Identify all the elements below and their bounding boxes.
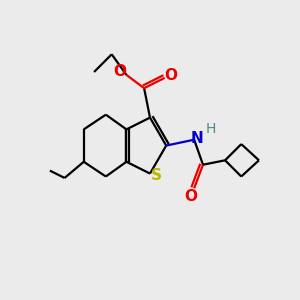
Text: N: N (191, 131, 203, 146)
Text: S: S (151, 168, 162, 183)
Text: O: O (113, 64, 127, 80)
Text: O: O (184, 189, 197, 204)
Text: O: O (165, 68, 178, 83)
Text: H: H (205, 122, 215, 136)
